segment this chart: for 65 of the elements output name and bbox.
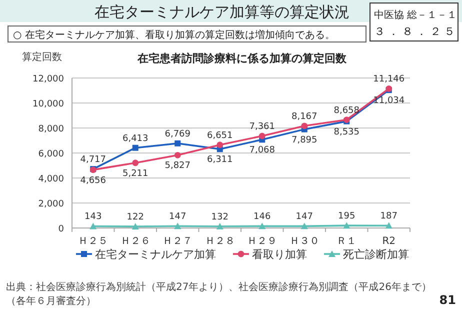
data-label: 147 [296,212,313,222]
data-label: 4,717 [80,155,106,166]
y-tick-label: 8,000 [38,124,64,134]
data-label: 6,769 [164,129,191,140]
y-tick-label: 2,000 [38,200,64,210]
x-tick-label: Ｈ３０ [289,236,320,247]
data-label: 8,535 [334,127,360,138]
x-tick-label: Ｒ１ [336,236,357,247]
point [343,222,350,229]
point [174,152,181,158]
y-tick-label: 6,000 [38,150,64,160]
point [216,142,224,148]
data-label: 122 [126,212,144,222]
y-tick-label: 0 [58,224,64,234]
point [174,140,181,146]
data-label: 11,146 [373,74,405,85]
point [385,222,392,229]
text: 在宅ターミナルケア加算等の算定状況 [94,3,350,21]
data-label: 187 [380,212,398,222]
x-tick-label: Ｈ２９ [247,236,278,247]
x-tick-label: Ｈ２５ [78,236,108,247]
data-label: 5,211 [122,168,148,179]
point [132,160,139,166]
text: 81 [439,293,456,307]
legend-label: 死亡診断加算 [343,248,409,261]
data-label: 195 [338,212,356,222]
chart-title: 在宅患者訪問診療料に係る加算の算定回数 [136,52,348,65]
y-tick-label: 12,000 [32,74,64,84]
y-tick-label: 4,000 [38,174,64,184]
source-note: 出典：社会医療診療行為別統計（平成27年より）、社会医療診療行為別調査（平成26年まで）（各年６月審査分） [6,281,432,307]
data-label: 132 [211,212,228,222]
data-label: 143 [84,212,102,222]
data-label: 7,895 [291,135,318,146]
data-label: 4,656 [80,176,106,186]
x-tick-label: Ｈ２８ [204,236,235,247]
text: ３．８．２５ [374,25,458,38]
legend-label: 在宅ターミナルケア加算 [95,248,216,261]
point [258,222,266,230]
data-label: 8,167 [291,112,318,122]
point [174,222,182,230]
chart-subtitle: ○ 在宅ターミナルケア加算、看取り加算の算定回数は増加傾向である。 [13,29,335,41]
point [301,122,308,130]
point [258,132,266,140]
point [300,222,308,230]
y-tick-label: 10,000 [32,100,64,110]
x-tick-label: R2 [382,236,396,247]
y-axis-title: 算定回数 [22,51,62,63]
data-label: 5,827 [164,161,191,172]
data-label: 146 [254,212,271,222]
x-tick-label: Ｈ２７ [162,236,193,247]
x-tick-label: Ｈ２６ [120,236,150,247]
legend-label: 看取り加算 [252,248,307,261]
point [132,222,139,230]
data-label: 6,651 [206,130,233,141]
data-label: 6,413 [122,134,148,144]
point [216,222,224,230]
point [90,222,97,230]
data-label: 147 [169,212,186,222]
data-label: 7,068 [249,146,276,156]
data-label: 11,034 [373,96,405,106]
data-label: 8,658 [334,106,360,116]
data-label: 6,311 [206,155,233,166]
text: 中医協 総－１－１ [374,9,458,21]
point [132,144,138,151]
data-label: 7,361 [249,122,276,132]
